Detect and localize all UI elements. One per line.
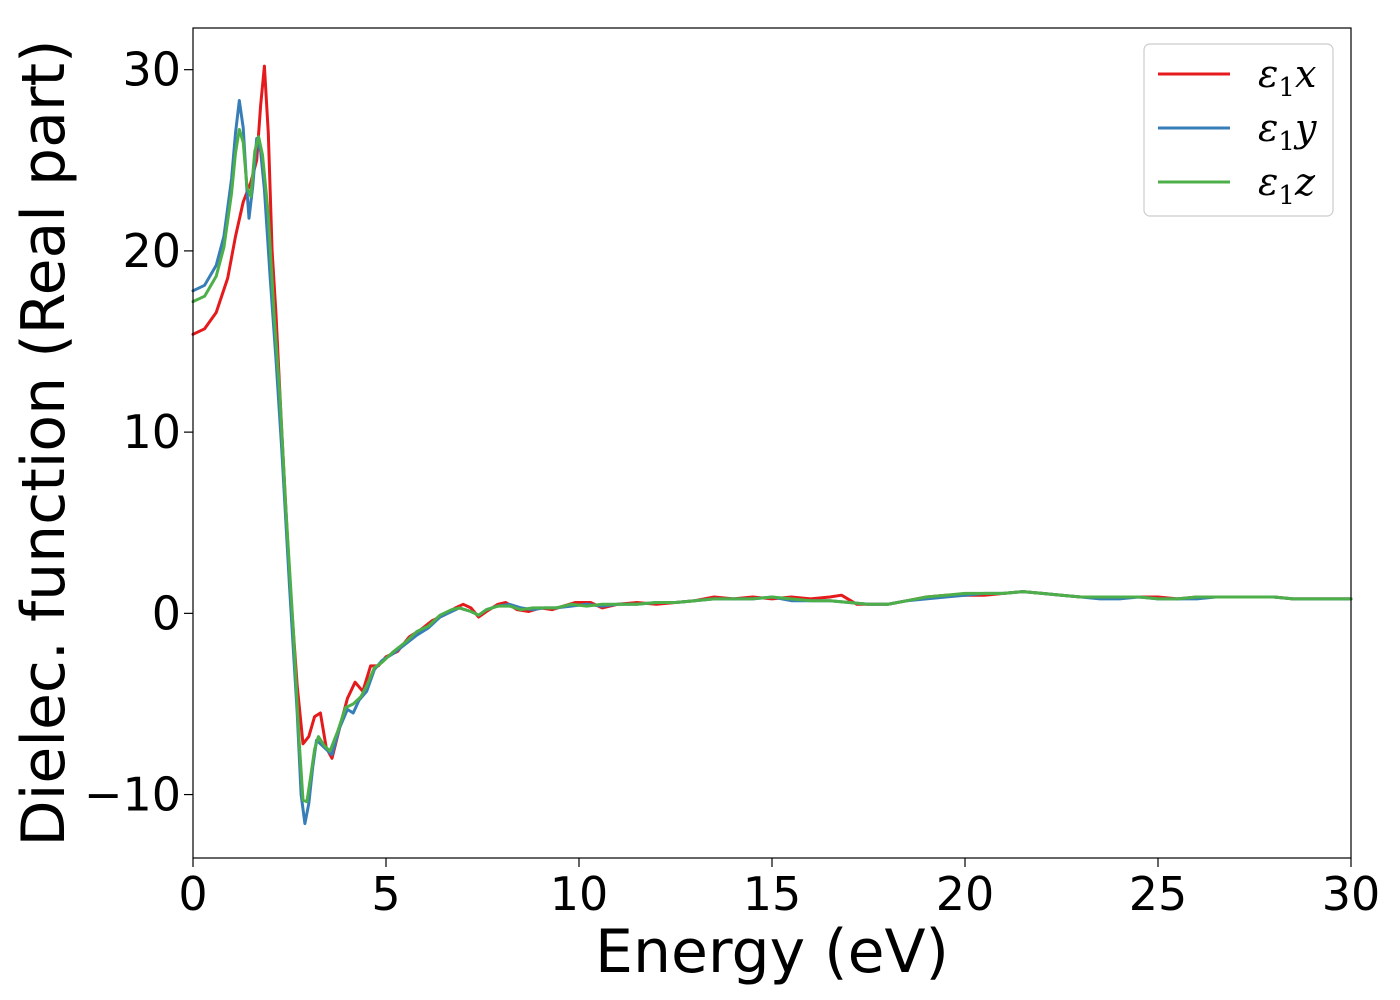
x-tick-label: 20 bbox=[936, 867, 995, 921]
x-axis-label: Energy (eV) bbox=[595, 917, 949, 987]
x-tick-label: 15 bbox=[743, 867, 802, 921]
x-tick-label: 10 bbox=[550, 867, 609, 921]
y-tick-label: 10 bbox=[122, 405, 181, 459]
y-axis-label: Dielec. function (Real part) bbox=[9, 40, 79, 847]
legend-label-2: ε1y bbox=[1258, 106, 1317, 157]
x-tick-label: 25 bbox=[1129, 867, 1188, 921]
y-tick-label: 0 bbox=[152, 586, 181, 640]
x-tick-label: 5 bbox=[371, 867, 400, 921]
legend-label-1: ε1x bbox=[1258, 52, 1316, 103]
x-tick-label: 0 bbox=[178, 867, 207, 921]
x-tick-label: 30 bbox=[1322, 867, 1381, 921]
y-tick-label: 30 bbox=[122, 43, 181, 97]
series-layer bbox=[191, 64, 1353, 826]
x-axis: 0 5 10 15 20 25 30 bbox=[178, 858, 1380, 921]
y-axis: −10 0 10 20 30 bbox=[84, 43, 193, 822]
legend-label-3: ε1z bbox=[1258, 160, 1316, 211]
y-tick-label: 20 bbox=[122, 224, 181, 278]
series-line-3 bbox=[191, 128, 1353, 804]
y-tick-label: −10 bbox=[84, 768, 181, 822]
legend-box bbox=[1143, 43, 1334, 217]
